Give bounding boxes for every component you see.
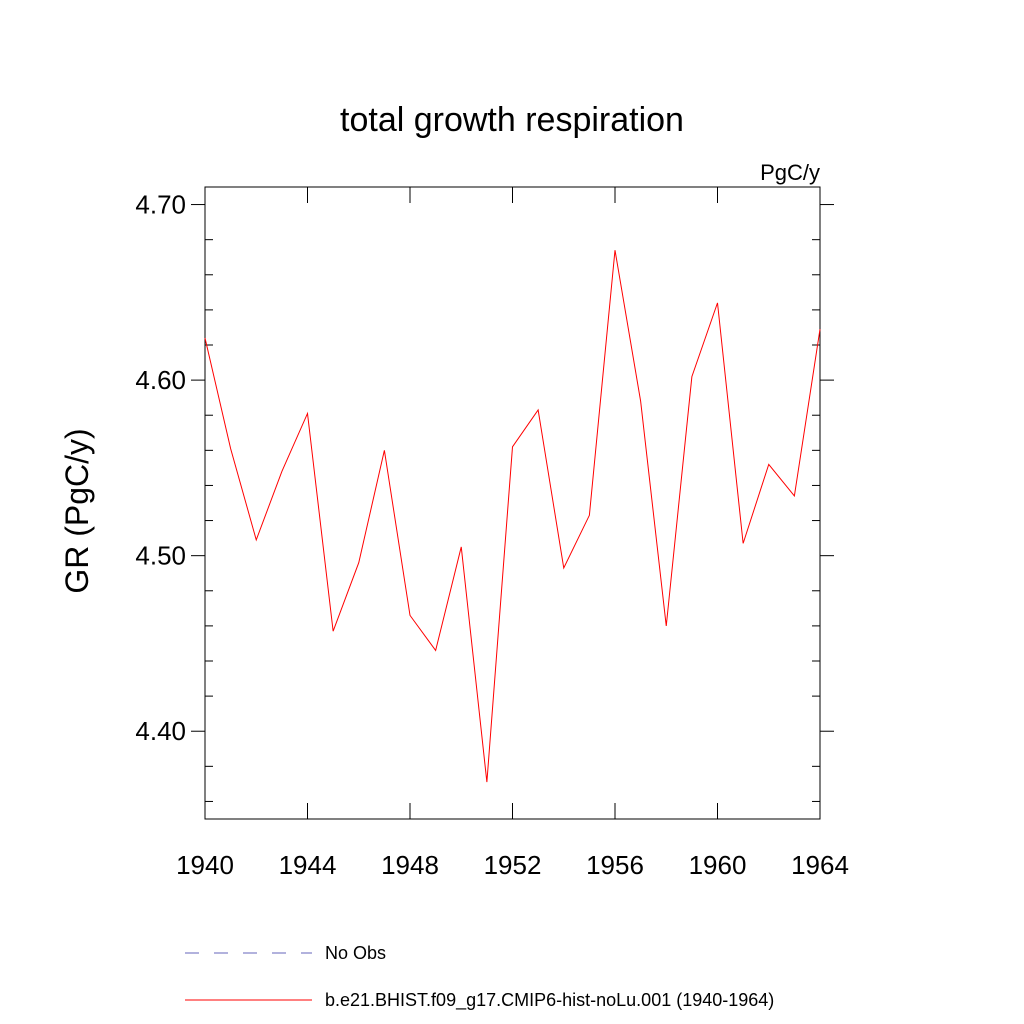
chart-title: total growth respiration <box>340 101 684 139</box>
x-tick-label: 1960 <box>689 850 747 880</box>
series-line-0 <box>204 250 821 783</box>
plot-frame <box>204 186 821 820</box>
x-tick-label: 1956 <box>586 850 644 880</box>
x-tick-label: 1964 <box>791 850 849 880</box>
legend: No Obs b.e21.BHIST.f09_g17.CMIP6-hist-noL… <box>185 943 774 1011</box>
x-tick-label: 1940 <box>176 850 234 880</box>
legend-label-0: No Obs <box>325 943 386 963</box>
plot-area: 1940 1944 1948 1952 1956 1960 1964 4.40 4.50 4.60… <box>135 186 849 880</box>
y-tick-label: 4.70 <box>135 190 186 220</box>
y-axis-title: GR (PgC/y) <box>59 428 95 593</box>
x-tick-label: 1944 <box>279 850 337 880</box>
x-tick-label: 1948 <box>381 850 439 880</box>
x-tick-label: 1952 <box>484 850 542 880</box>
units-label: PgC/y <box>760 160 820 185</box>
legend-label-1: b.e21.BHIST.f09_g17.CMIP6-hist-noLu.001 … <box>325 990 774 1011</box>
y-tick-label: 4.60 <box>135 365 186 395</box>
y-tick-label: 4.50 <box>135 541 186 571</box>
y-tick-label: 4.40 <box>135 716 186 746</box>
